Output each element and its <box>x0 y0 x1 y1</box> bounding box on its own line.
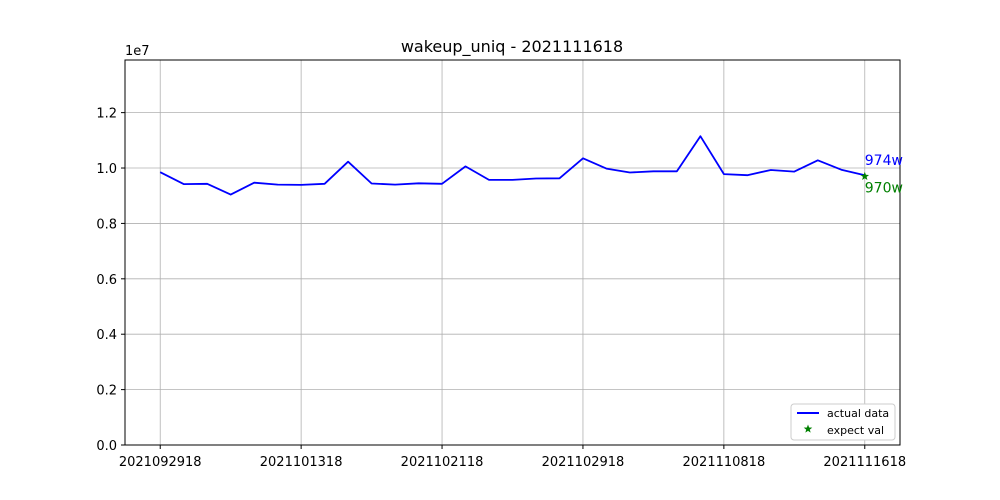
y-multiplier-label: 1e7 <box>125 44 150 59</box>
legend-actual-label: actual data <box>827 407 889 420</box>
series-layer <box>159 135 870 196</box>
grid-lines <box>125 60 900 446</box>
series-line-actual-data <box>159 135 866 196</box>
annotation-expected-value: 970w <box>865 180 903 196</box>
plot-frame <box>124 59 901 446</box>
y-tick-label: 0.6 <box>96 273 117 288</box>
y-tick-label: 1.0 <box>96 162 117 177</box>
expected-value-marker <box>860 171 870 180</box>
x-tick-label: 2021101318 <box>260 455 343 470</box>
x-tick-label: 2021111618 <box>823 455 906 470</box>
chart-title: wakeup_uniq - 2021111618 <box>401 37 623 57</box>
y-tick-label: 0.4 <box>96 328 117 343</box>
legend: actual data expect val <box>790 403 896 441</box>
x-tick-label: 2021102118 <box>401 455 484 470</box>
legend-expected-label: expect val <box>827 424 884 437</box>
legend-expected-swatch <box>803 424 813 433</box>
x-tick-label: 2021092918 <box>119 455 202 470</box>
x-tick-label: 2021102918 <box>542 455 625 470</box>
y-tick-label: 0.0 <box>96 439 117 454</box>
annotations: 974w 970w <box>865 153 903 196</box>
x-tick-label: 2021110818 <box>683 455 766 470</box>
annotation-actual-value: 974w <box>865 153 903 169</box>
tick-layer: 0.0 0.2 0.4 0.6 0.8 1.0 1.2 2021092918 202110131… <box>96 107 906 470</box>
y-tick-label: 0.2 <box>96 384 117 399</box>
y-tick-label: 1.2 <box>96 107 117 122</box>
y-tick-label: 0.8 <box>96 217 117 232</box>
